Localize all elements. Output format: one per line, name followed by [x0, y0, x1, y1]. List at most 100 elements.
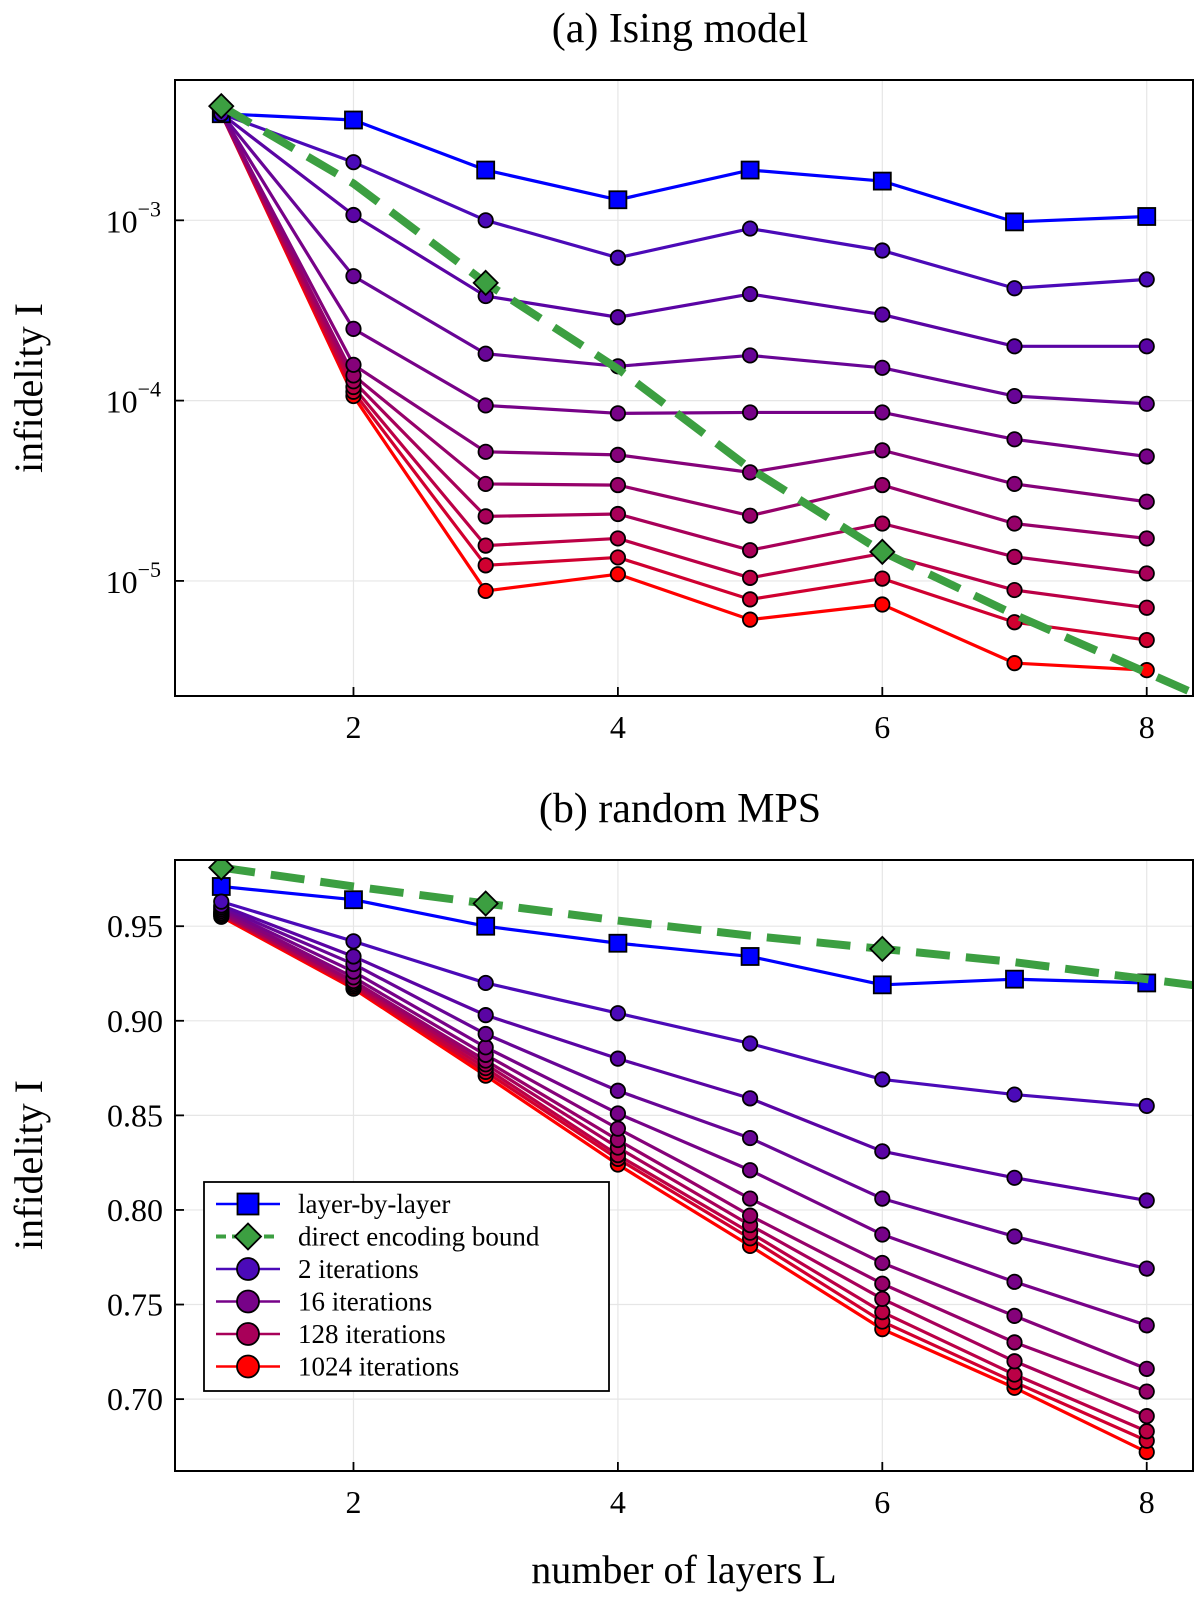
series-point-layer-by-layer [872, 171, 892, 191]
legend-label: 128 iterations [298, 1319, 446, 1349]
series-point-32-iterations [609, 446, 626, 463]
series-point-1024-iterations [477, 582, 494, 600]
series-point-2-iterations [1138, 1097, 1155, 1115]
series-point-2-iterations [477, 212, 494, 229]
series-point-8-iterations [1138, 1260, 1155, 1277]
series-point-4-iterations [609, 309, 626, 326]
series-point-16-iterations [609, 1105, 626, 1122]
series-line-2-iterations [220, 112, 1147, 290]
series-line-8-iterations [220, 112, 1147, 406]
series-point-layer-by-layer [608, 190, 628, 210]
legend-marker [236, 1289, 260, 1314]
panel-b-x-tick-label: 4 [610, 1484, 626, 1520]
panel-a-x-tick-label: 6 [874, 709, 890, 745]
series-point-16-iterations [742, 1162, 759, 1179]
series-point-512-iterations [477, 557, 494, 574]
series-point-512-iterations [742, 591, 759, 608]
panel-b-title: (b) random MPS [539, 786, 821, 832]
series-point-4-iterations [345, 206, 362, 224]
panel-a-plot [207, 92, 1193, 696]
series-line-1024-iterations [220, 915, 1148, 1454]
series-point-128-iterations [1006, 1353, 1023, 1370]
series-point-8-iterations [874, 1190, 891, 1207]
series-point-8-iterations [345, 268, 362, 285]
panel-b-y-tick-label: 0.85 [107, 1097, 163, 1133]
series-point-256-iterations [1138, 599, 1155, 616]
series-line-32-iterations [220, 909, 1148, 1371]
legend-box [203, 1181, 610, 1392]
panel-b-plot [207, 860, 1193, 1461]
series-point-256-iterations [609, 530, 626, 547]
series-point-2-iterations [874, 242, 891, 259]
panel-b-x-tick-label: 8 [1139, 1484, 1155, 1520]
series-point-8-iterations [477, 345, 494, 362]
series-point-4-iterations [477, 1007, 494, 1024]
legend-label: direct encoding bound [298, 1222, 540, 1252]
series-line-512-iterations [220, 913, 1148, 1443]
series-point-layer-by-layer [1005, 969, 1024, 989]
panel-a-x-tick-label: 8 [1139, 709, 1155, 745]
series-point-16-iterations [874, 404, 891, 421]
series-point-2-iterations [477, 974, 494, 992]
series-point-direct-encoding-bound [869, 935, 896, 963]
series-line-16-iterations [219, 112, 1147, 459]
series-point-2-iterations [609, 249, 626, 266]
series-point-128-iterations [477, 508, 494, 525]
series-point-64-iterations [742, 1207, 759, 1224]
series-point-16-iterations [609, 405, 626, 422]
legend-entry: 1024 iterations [216, 1352, 459, 1382]
panel-a-series-layer [207, 92, 1193, 696]
series-point-16-iterations [477, 1039, 494, 1056]
series-point-64-iterations [1138, 530, 1155, 547]
series-point-2-iterations [345, 933, 362, 950]
series-point-512-iterations [609, 549, 626, 566]
series-point-2-iterations [742, 220, 759, 237]
series-point-64-iterations [874, 476, 891, 494]
legend-entry: 16 iterations [216, 1287, 432, 1317]
series-point-4-iterations [742, 1090, 759, 1107]
legend-entry: 2 iterations [216, 1254, 419, 1284]
series-point-512-iterations [1138, 631, 1155, 649]
series-point-256-iterations [1006, 581, 1023, 599]
legend-marker [233, 1222, 263, 1251]
panel-b-frame [174, 859, 1194, 1472]
panel-a-y-ticks: 10−5 10−4 10−3 [106, 196, 184, 600]
series-point-layer-by-layer [608, 933, 628, 953]
series-point-2-iterations [345, 154, 362, 171]
series-point-16-iterations [345, 320, 362, 337]
series-point-4-iterations [1006, 1169, 1023, 1186]
panel-b-y-label: infidelity I [6, 1080, 51, 1250]
series-point-32-iterations [609, 1120, 626, 1137]
series-point-32-iterations [345, 356, 362, 373]
series-point-32-iterations [1138, 1360, 1155, 1377]
panel-b-y-tick-label: 0.70 [107, 1381, 163, 1417]
series-point-2-iterations [742, 1035, 759, 1052]
series-point-16-iterations [1138, 448, 1155, 465]
panel-b-y-tick-label: 0.90 [107, 1003, 163, 1039]
panel-a-x-tick-label: 4 [610, 709, 626, 745]
series-point-4-iterations [874, 306, 891, 323]
panel-random-mps: (b) random MPS 2 4 6 8 0.70 0.75 0.80 0.85 0.90… [6, 786, 1194, 1592]
panel-a-y-tick-label: 10−3 [106, 196, 161, 239]
series-point-1024-iterations [874, 596, 891, 613]
series-point-32-iterations [742, 464, 759, 481]
series-point-2-iterations [1138, 271, 1155, 288]
panel-b-x-tick-label: 6 [874, 1484, 890, 1520]
series-point-layer-by-layer [1005, 212, 1024, 232]
series-line-512-iterations [219, 113, 1147, 642]
series-point-32-iterations [874, 1254, 891, 1272]
series-point-256-iterations [1006, 1366, 1023, 1383]
panel-b-x-tick-label: 2 [345, 1484, 361, 1520]
series-point-64-iterations [1006, 515, 1023, 532]
panel-b-y-ticks: 0.70 0.75 0.80 0.85 0.90 0.95 [107, 908, 184, 1417]
legend-entry: direct encoding bound [216, 1222, 540, 1252]
panel-b-x-label: number of layers L [531, 1547, 836, 1592]
series-point-64-iterations [477, 475, 494, 493]
panel-a-title: (a) Ising model [552, 6, 809, 52]
series-point-16-iterations [1006, 1273, 1023, 1290]
series-point-128-iterations [1138, 565, 1155, 582]
series-point-8-iterations [742, 1129, 759, 1147]
series-point-64-iterations [742, 507, 759, 524]
series-point-8-iterations [874, 359, 891, 376]
